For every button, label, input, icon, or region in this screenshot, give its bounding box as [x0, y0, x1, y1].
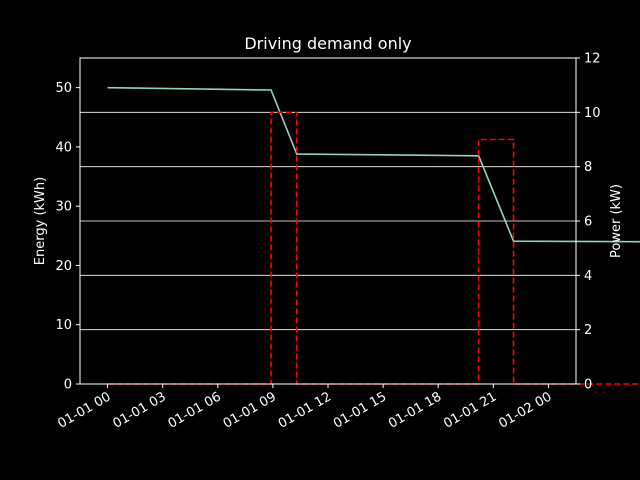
y-tick-label-right: 12 [584, 52, 601, 67]
y-tick-label-left: 0 [64, 378, 72, 393]
y-tick-label-left: 40 [55, 140, 72, 155]
y-tick-label-right: 4 [584, 269, 592, 284]
y-tick-label-right: 8 [584, 160, 592, 175]
y-tick-label-right: 6 [584, 215, 592, 230]
y-tick-label-right: 2 [584, 323, 592, 338]
y-axis-label-left: Energy (kWh) [33, 177, 48, 265]
y-tick-label-left: 20 [55, 259, 72, 274]
y-axis-label-right: Power (kW) [609, 184, 624, 258]
energy-series-line [107, 86, 640, 243]
chart-title: Driving demand only [244, 34, 411, 53]
y-tick-label-right: 0 [584, 378, 592, 393]
y-tick-label-right: 10 [584, 106, 601, 121]
y-tick-label-left: 10 [55, 318, 72, 333]
y-tick-label-left: 50 [55, 81, 72, 96]
y-tick-label-left: 30 [55, 200, 72, 215]
